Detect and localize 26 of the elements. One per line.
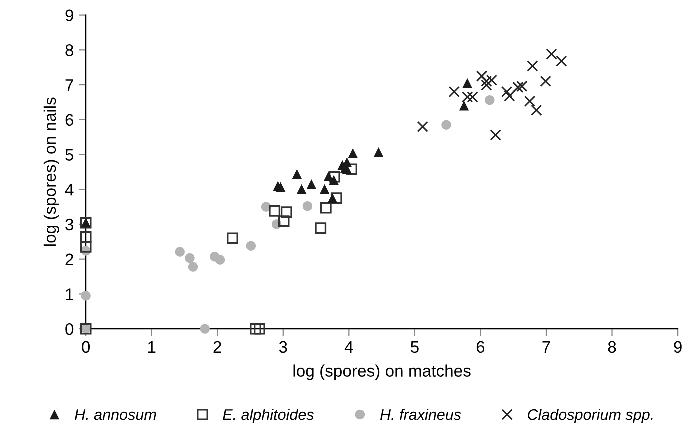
- y-tick-label: 8: [66, 44, 74, 56]
- legend-label: H. annosum: [75, 410, 156, 420]
- x-tick-label: 5: [410, 341, 419, 354]
- y-tick-label: 9: [66, 10, 74, 22]
- y-tick-label: 1: [66, 288, 74, 300]
- y-tick-label: 6: [66, 114, 74, 126]
- y-tick-label: 5: [66, 149, 74, 161]
- y-tick-label: 2: [66, 254, 74, 266]
- y-axis-title: log (spores) on nails: [44, 98, 60, 246]
- y-tick-label: 7: [66, 80, 74, 92]
- x-tick-label: 7: [542, 341, 550, 353]
- y-tick-label: 3: [66, 218, 74, 231]
- y-tick-label: 4: [65, 184, 74, 196]
- x-axis-title: log (spores) on matches: [294, 364, 471, 380]
- x-tick-label: 6: [476, 341, 485, 354]
- legend-label: Cladosporium spp.: [528, 409, 653, 424]
- x-tick-label: 1: [148, 341, 156, 353]
- y-tick-label: 0: [66, 323, 74, 336]
- x-tick-label: 3: [279, 341, 288, 354]
- legend-label: H. fraxineus: [380, 409, 462, 420]
- x-tick-label: 8: [608, 341, 616, 354]
- legend-label: E. alphitoides: [223, 409, 314, 424]
- x-tick-label: 0: [82, 341, 90, 354]
- x-tick-label: 9: [674, 341, 682, 354]
- x-tick-label: 2: [214, 341, 222, 353]
- x-tick-label: 4: [344, 341, 354, 353]
